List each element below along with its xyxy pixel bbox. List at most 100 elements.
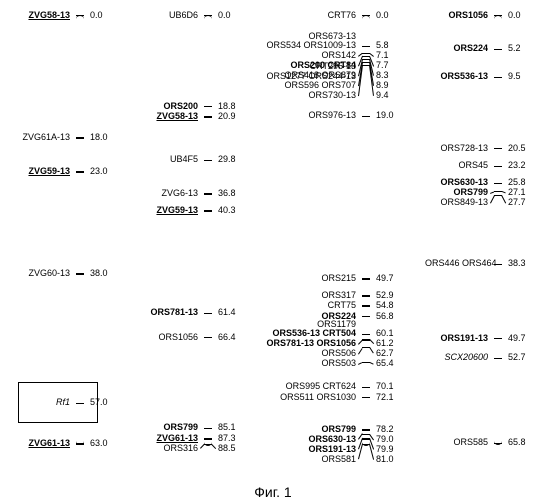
position-label: 27.1 [508, 188, 526, 197]
marker-label: ORS191-13 [260, 445, 358, 454]
position-label: 63.0 [90, 439, 108, 448]
marker-label: ORS581 [260, 455, 358, 464]
connector [200, 444, 205, 449]
marker-label: CRT75 [260, 301, 358, 310]
tick [362, 278, 370, 279]
marker-label: ORS673-13 [260, 32, 358, 41]
connector [502, 191, 506, 193]
marker-label: CRT295-13 [260, 62, 358, 71]
position-label: 0.0 [218, 11, 231, 20]
position-label: 18.8 [218, 102, 236, 111]
marker-label: ORS45 [425, 161, 490, 170]
tick [494, 148, 502, 149]
marker-label: ORS200 [135, 102, 200, 111]
marker-label: ORS799 [425, 188, 490, 197]
chromosome-bar [362, 15, 370, 446]
position-label: 52.9 [376, 291, 394, 300]
position-label: 52.7 [508, 353, 526, 362]
position-label: 9.4 [376, 91, 389, 100]
position-label: 8.3 [376, 71, 389, 80]
tick [204, 160, 212, 161]
position-label: 0.0 [376, 11, 389, 20]
tick [76, 273, 84, 274]
tick [76, 137, 84, 138]
position-label: 70.1 [376, 382, 394, 391]
position-label: 18.0 [90, 133, 108, 142]
tick [362, 15, 370, 16]
marker-label: ZVG60-13 [10, 269, 72, 278]
marker-label: CRT76 [260, 11, 358, 20]
position-label: 85.1 [218, 423, 236, 432]
tick [76, 403, 84, 404]
position-label: 25.8 [508, 178, 526, 187]
position-label: 20.9 [218, 112, 236, 121]
position-label: 40.3 [218, 206, 236, 215]
marker-label: ORS1179 [260, 320, 358, 329]
tick [362, 116, 370, 117]
position-label: 0.0 [508, 11, 521, 20]
position-label: 38.3 [508, 259, 526, 268]
marker-label: UB4F5 [135, 155, 200, 164]
marker-label: ZVG61-13 [10, 439, 72, 448]
marker-label: ORS536-13 [425, 72, 490, 81]
tick [204, 193, 212, 194]
panel-A: ZVG58-130.0ZVG61A-1318.0ZVG59-1323.0ZVG6… [10, 15, 125, 465]
marker-label: ORS534 ORS1009-13 [260, 41, 358, 50]
marker-label: Rf1 [10, 398, 72, 407]
position-label: 5.2 [508, 44, 521, 53]
chromosome-bar [204, 15, 212, 446]
position-label: 27.7 [508, 198, 526, 207]
position-label: 87.3 [218, 434, 236, 443]
marker-label: ORS799 [260, 425, 358, 434]
marker-label: ORS781-13 ORS1056 [260, 339, 358, 348]
tick [494, 15, 502, 16]
tick [494, 443, 502, 444]
panel-D: ORS10560.0ORS2245.2ORS536-139.5ORS728-13… [425, 15, 540, 465]
marker-label: ZVG59-13 [135, 206, 200, 215]
marker-label: ORS317 [260, 291, 358, 300]
marker-label: ORS1277 ORS244-13 [260, 72, 358, 81]
position-label: 65.8 [508, 438, 526, 447]
marker-label: ORS976-13 [260, 111, 358, 120]
position-label: 79.0 [376, 435, 394, 444]
tick [76, 171, 84, 172]
tick [204, 106, 212, 107]
position-label: 49.7 [508, 334, 526, 343]
marker-label: ORS215 [260, 274, 358, 283]
position-label: 36.8 [218, 189, 236, 198]
marker-label: ORS630-13 [260, 435, 358, 444]
tick [204, 337, 212, 338]
position-label: 7.1 [376, 51, 389, 60]
marker-label: ZVG6-13 [135, 189, 200, 198]
marker-label: ORS503 [260, 359, 358, 368]
tick [76, 15, 84, 16]
linkage-map-figure: ZVG58-130.0ZVG61A-1318.0ZVG59-1323.0ZVG6… [0, 0, 546, 500]
tick [494, 49, 502, 50]
tick [362, 316, 370, 317]
tick [362, 305, 370, 306]
marker-label: ORS142 [260, 51, 358, 60]
tick [494, 166, 502, 167]
marker-label: ORS585 [425, 438, 490, 447]
position-label: 20.5 [508, 144, 526, 153]
marker-label: ZVG61-13 [135, 434, 200, 443]
marker-label: UB6D6 [135, 11, 200, 20]
figure-caption: Фиг. 1 [0, 484, 546, 500]
position-label: 19.0 [376, 111, 394, 120]
marker-label: ORS995 CRT624 [260, 382, 358, 391]
marker-label: ORS1056 [425, 11, 490, 20]
chromosome-bar [494, 15, 502, 445]
tick [362, 295, 370, 296]
tick [494, 183, 502, 184]
tick [362, 334, 370, 335]
marker-label: ORS224 [425, 44, 490, 53]
marker-label: SCX20600 [425, 353, 490, 362]
position-label: 57.0 [90, 398, 108, 407]
marker-label: ORS781-13 [135, 308, 200, 317]
marker-label: ORS506 [260, 349, 358, 358]
tick [362, 397, 370, 398]
marker-label: ZVG61A-13 [10, 133, 72, 142]
marker-label: ZVG58-13 [10, 11, 72, 20]
position-label: 61.2 [376, 339, 394, 348]
marker-label: ORS511 ORS1030 [260, 393, 358, 402]
